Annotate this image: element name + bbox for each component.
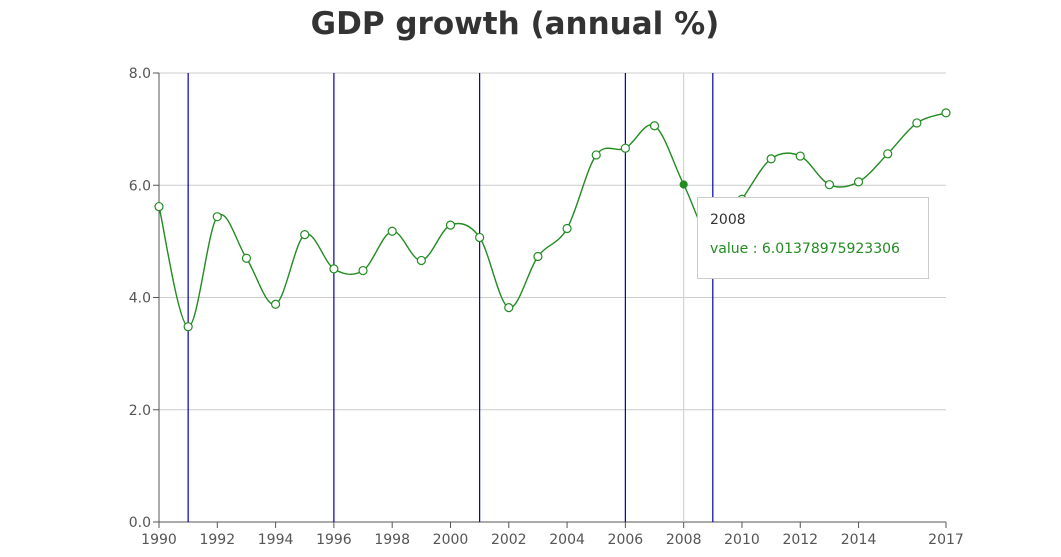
x-tick-label: 2008: [666, 532, 702, 548]
data-point[interactable]: [591, 150, 601, 160]
data-point[interactable]: [475, 232, 485, 243]
x-tick-label: 2017: [928, 532, 964, 548]
data-point[interactable]: [445, 220, 456, 230]
x-tick-label: 1994: [258, 532, 294, 548]
x-tick-label: 1992: [199, 532, 235, 548]
tooltip-year: 2008: [710, 212, 746, 228]
data-point[interactable]: [300, 230, 310, 240]
x-tick-label: 1998: [374, 532, 410, 548]
x-tick-label: 2010: [724, 532, 760, 548]
y-tick-label: 4.0: [129, 291, 151, 307]
y-tick-label: 8.0: [129, 66, 151, 82]
data-point[interactable]: [883, 149, 893, 159]
data-point[interactable]: [329, 264, 339, 274]
data-point[interactable]: [533, 251, 543, 262]
data-point[interactable]: [358, 265, 368, 276]
tooltip: 2008 value : 6.01378975923306: [697, 197, 929, 279]
x-tick-label: 2014: [841, 532, 877, 548]
data-point[interactable]: [941, 108, 951, 118]
y-tick-label: 6.0: [129, 178, 151, 194]
data-point[interactable]: [504, 303, 514, 313]
tooltip-value: value : 6.01378975923306: [710, 241, 900, 257]
y-tick-label: 2.0: [129, 403, 151, 419]
x-tick-label: 2000: [433, 532, 469, 548]
data-point[interactable]: [620, 143, 630, 153]
data-point[interactable]: [649, 121, 660, 131]
data-point[interactable]: [416, 255, 426, 266]
data-point[interactable]: [766, 154, 776, 164]
data-point[interactable]: [183, 322, 193, 332]
data-point[interactable]: [795, 151, 805, 161]
data-point[interactable]: [853, 177, 864, 187]
data-point[interactable]: [824, 180, 835, 190]
data-point[interactable]: [387, 226, 397, 236]
point-layer[interactable]: [154, 108, 951, 332]
grid-layer: [159, 72, 946, 411]
data-point[interactable]: [154, 201, 164, 212]
data-point[interactable]: [562, 223, 572, 234]
x-tick-label: 2006: [608, 532, 644, 548]
x-tick-label: 2004: [549, 532, 585, 548]
y-tick-label: 0.0: [129, 515, 151, 531]
x-tick-label: 1996: [316, 532, 352, 548]
data-point[interactable]: [241, 253, 252, 263]
axis-layer: 0.0 2.0 4.0 6.0 8.0 1990 1992 1994 1996 1998 2000 2…: [129, 66, 964, 548]
data-point[interactable]: [679, 180, 688, 189]
data-point[interactable]: [212, 212, 222, 222]
x-tick-label: 2002: [491, 532, 527, 548]
chart-title: GDP growth (annual %): [310, 6, 720, 42]
data-point[interactable]: [912, 118, 922, 128]
data-point[interactable]: [270, 299, 281, 309]
x-tick-label: 1990: [141, 532, 177, 548]
x-tick-label: 2012: [782, 532, 818, 548]
